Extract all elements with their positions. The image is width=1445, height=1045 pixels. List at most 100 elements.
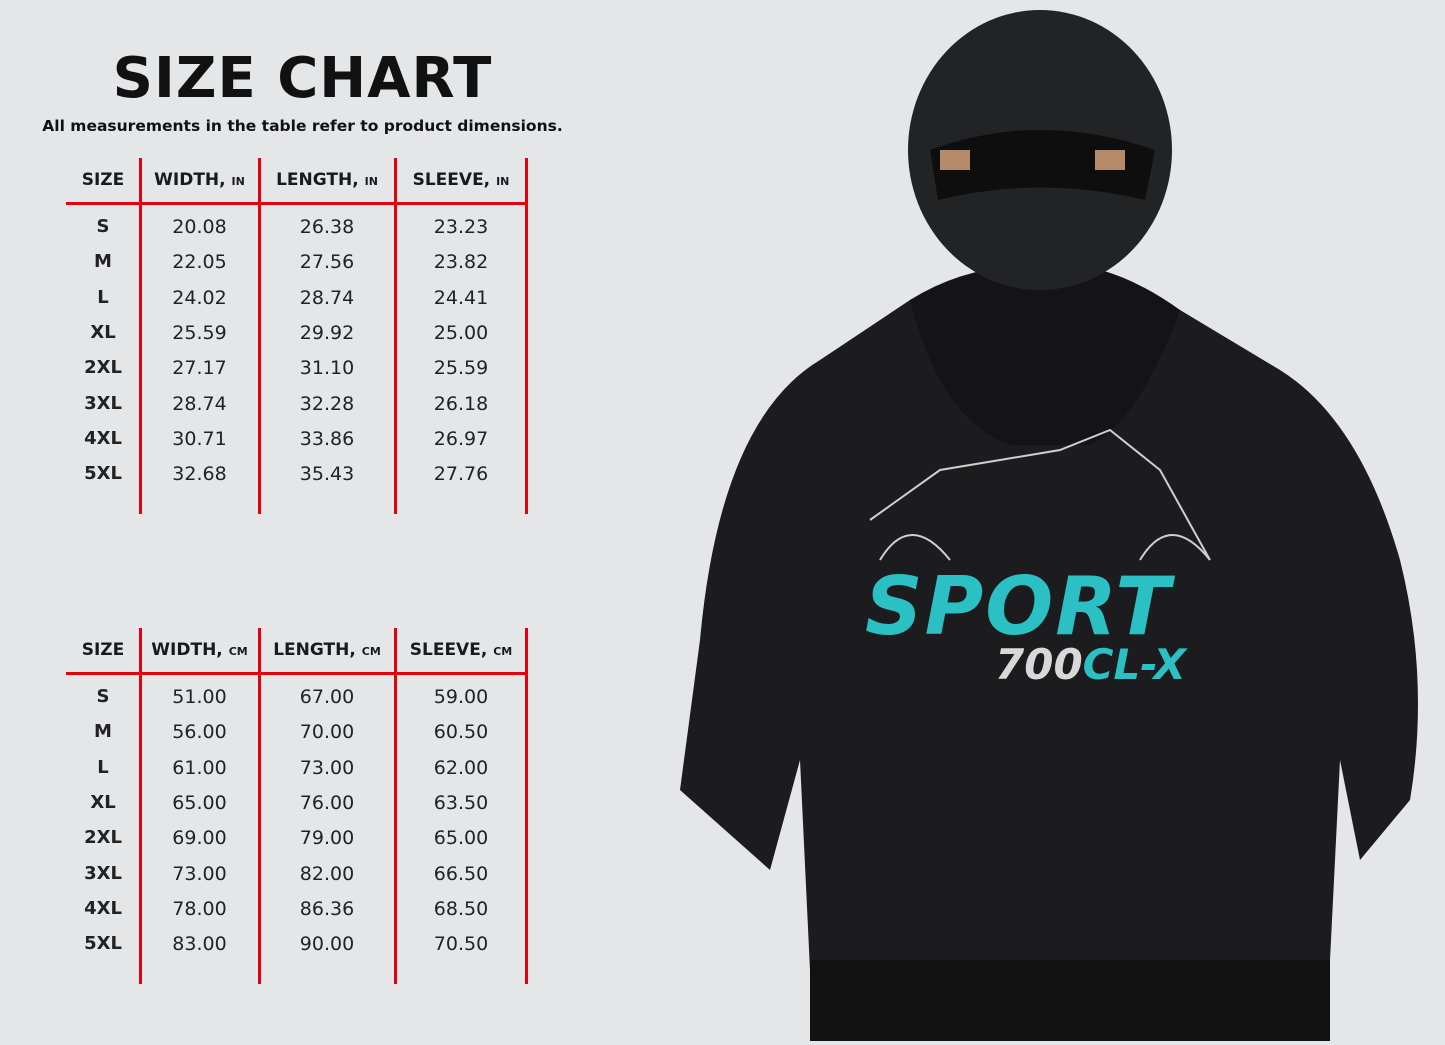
measurement-cell: 65.00 [172, 791, 227, 814]
helmet-visor [930, 130, 1155, 200]
measurement-cell: 63.50 [433, 791, 489, 814]
column-header: LENGTH, IN [276, 170, 378, 190]
measurement-cell: 32.68 [172, 463, 227, 486]
size-label: S [96, 686, 110, 707]
measurement-cell: 22.05 [172, 251, 227, 274]
measurement-cell: 25.59 [172, 321, 227, 344]
measurement-cell: 67.00 [299, 686, 355, 708]
print-model-number: 700 [995, 640, 1083, 689]
table-row: L 61.00 73.00 62.00 [66, 757, 528, 792]
measurement-cell: 73.00 [299, 756, 355, 779]
column-header: SLEEVE, IN [412, 170, 510, 190]
size-label: M [94, 251, 112, 273]
table-row: S 20.08 26.38 23.23 [66, 216, 528, 251]
size-label: 5XL [84, 463, 122, 485]
measurement-cell: 65.00 [433, 827, 489, 850]
measurement-cell: 68.50 [433, 897, 489, 920]
size-label: S [96, 216, 110, 237]
column-header: WIDTH, IN [154, 170, 245, 190]
measurement-cell: 20.08 [172, 216, 227, 238]
column-header: LENGTH, CM [273, 640, 381, 660]
product-photo [640, 0, 1445, 1041]
grid-line [525, 158, 528, 514]
table-row: 4XL 78.00 86.36 68.50 [66, 898, 528, 933]
size-label: 4XL [84, 897, 122, 919]
size-label: 3XL [84, 392, 122, 414]
size-label: 2XL [84, 357, 122, 379]
size-table-cm: SIZE WIDTH, CM LENGTH, CM SLEEVE, CM S 51.00… [66, 628, 528, 984]
grid-line [66, 672, 528, 675]
measurement-cell: 25.59 [433, 357, 489, 380]
table-row: 3XL 73.00 82.00 66.50 [66, 863, 528, 898]
table-row: 2XL 69.00 79.00 65.00 [66, 827, 528, 862]
table-row: 4XL 30.71 33.86 26.97 [66, 428, 528, 463]
measurement-cell: 51.00 [172, 686, 227, 708]
measurement-cell: 24.41 [433, 286, 489, 309]
grid-line [394, 158, 397, 514]
table-row: XL 65.00 76.00 63.50 [66, 792, 528, 827]
measurement-cell: 23.82 [433, 251, 489, 274]
size-label: 5XL [84, 933, 122, 955]
table-row: M 56.00 70.00 60.50 [66, 721, 528, 756]
size-label: M [94, 721, 112, 743]
column-header: SIZE [81, 170, 125, 190]
measurement-cell: 30.71 [172, 427, 227, 450]
page-title: SIZE CHART [112, 46, 493, 111]
measurement-cell: 25.00 [433, 321, 489, 344]
size-label: 4XL [84, 427, 122, 449]
print-sport: SPORT [865, 560, 1172, 653]
measurement-cell: 26.18 [433, 392, 489, 415]
pants [810, 960, 1330, 1041]
measurement-cell: 83.00 [172, 933, 227, 956]
size-table-inches: SIZE WIDTH, IN LENGTH, IN SLEEVE, IN S 20.08… [66, 158, 528, 514]
table-row: XL 25.59 29.92 25.00 [66, 322, 528, 357]
measurement-cell: 27.76 [433, 463, 489, 486]
measurement-cell: 29.92 [299, 321, 355, 344]
table-row: L 24.02 28.74 24.41 [66, 287, 528, 322]
measurement-cell: 28.74 [172, 392, 227, 415]
measurement-cell: 61.00 [172, 756, 227, 779]
measurement-cell: 73.00 [172, 862, 227, 885]
grid-line [139, 158, 142, 514]
grid-line [258, 158, 261, 514]
size-label: 3XL [84, 862, 122, 884]
page-subtitle: All measurements in the table refer to p… [42, 117, 563, 135]
measurement-cell: 26.38 [299, 216, 355, 238]
grid-line [525, 628, 528, 984]
measurement-cell: 27.17 [172, 357, 227, 380]
measurement-cell: 33.86 [299, 427, 355, 450]
measurement-cell: 62.00 [433, 756, 489, 779]
table-row: M 22.05 27.56 23.82 [66, 251, 528, 286]
motorcycle-line-art [869, 428, 1211, 561]
measurement-cell: 69.00 [172, 827, 227, 850]
print-model-suffix: CL-X [1082, 640, 1186, 689]
measurement-cell: 27.56 [299, 251, 355, 274]
measurement-cell: 79.00 [299, 827, 355, 850]
size-label: XL [90, 791, 116, 813]
size-label: 2XL [84, 827, 122, 849]
measurement-cell: 56.00 [172, 721, 227, 744]
grid-line [66, 202, 528, 205]
column-header: SIZE [81, 640, 125, 660]
size-label: XL [90, 321, 116, 343]
table-row: 2XL 27.17 31.10 25.59 [66, 357, 528, 392]
grid-line [258, 628, 261, 984]
column-header: SLEEVE, CM [409, 640, 513, 660]
table-row: S 51.00 67.00 59.00 [66, 686, 528, 721]
hoodie-body [680, 270, 1418, 1006]
measurement-cell: 31.10 [299, 357, 355, 380]
measurement-cell: 90.00 [299, 933, 355, 956]
measurement-cell: 28.74 [299, 286, 355, 309]
measurement-cell: 86.36 [299, 897, 355, 920]
hood [910, 264, 1180, 445]
table-row: 5XL 83.00 90.00 70.50 [66, 933, 528, 968]
grid-line [139, 628, 142, 984]
size-label: L [97, 286, 109, 308]
table-row: 5XL 32.68 35.43 27.76 [66, 463, 528, 498]
measurement-cell: 70.00 [299, 721, 355, 744]
measurement-cell: 60.50 [433, 721, 489, 744]
measurement-cell: 82.00 [299, 862, 355, 885]
column-header: WIDTH, CM [151, 640, 248, 660]
table-row: 3XL 28.74 32.28 26.18 [66, 393, 528, 428]
measurement-cell: 66.50 [433, 862, 489, 885]
